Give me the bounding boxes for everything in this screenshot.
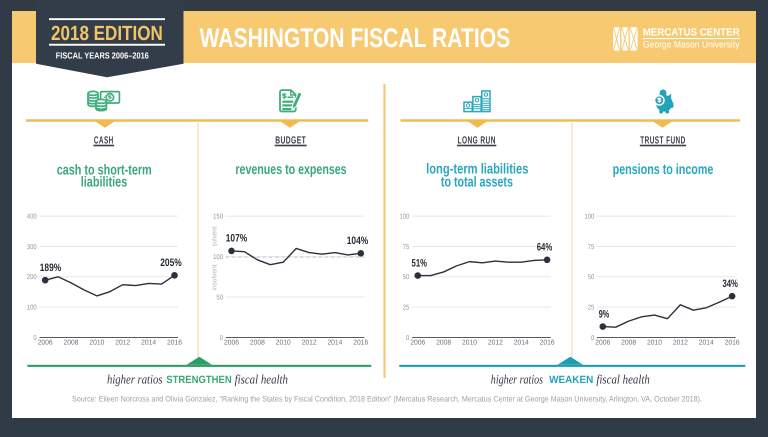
svg-text:fiscal health: fiscal health bbox=[235, 372, 288, 386]
svg-text:long-term liabilities: long-term liabilities bbox=[426, 161, 528, 177]
svg-text:to total assets: to total assets bbox=[441, 174, 513, 190]
svg-text:2010: 2010 bbox=[647, 340, 662, 347]
svg-text:2010: 2010 bbox=[276, 340, 291, 347]
svg-text:FISCAL YEARS 2006–2016: FISCAL YEARS 2006–2016 bbox=[56, 51, 149, 61]
svg-text:2010: 2010 bbox=[89, 340, 104, 347]
svg-text:2006: 2006 bbox=[595, 340, 610, 347]
svg-text:0: 0 bbox=[406, 335, 409, 342]
svg-text:200: 200 bbox=[27, 274, 37, 281]
svg-text:2012: 2012 bbox=[115, 340, 130, 347]
svg-text:higher ratios: higher ratios bbox=[107, 372, 163, 386]
svg-text:Source: Eileen Norcross and Ol: Source: Eileen Norcross and Olivia Gonza… bbox=[72, 394, 702, 403]
svg-text:75: 75 bbox=[403, 244, 410, 251]
svg-text:205%: 205% bbox=[160, 257, 182, 269]
svg-text:300: 300 bbox=[27, 244, 37, 251]
svg-text:pensions to income: pensions to income bbox=[613, 162, 714, 178]
svg-text:TRUST FUND: TRUST FUND bbox=[640, 136, 685, 147]
svg-text:2012: 2012 bbox=[488, 340, 503, 347]
svg-text:100: 100 bbox=[213, 254, 223, 261]
svg-text:9%: 9% bbox=[599, 308, 610, 320]
svg-text:150: 150 bbox=[213, 213, 223, 220]
svg-text:George Mason University: George Mason University bbox=[643, 39, 740, 49]
svg-text:2014: 2014 bbox=[514, 340, 529, 347]
svg-text:STRENGTHEN: STRENGTHEN bbox=[166, 374, 231, 386]
svg-text:400: 400 bbox=[27, 213, 37, 220]
svg-text:2016: 2016 bbox=[540, 340, 555, 347]
svg-text:50: 50 bbox=[216, 294, 223, 301]
svg-text:2008: 2008 bbox=[436, 340, 451, 347]
svg-text:104%: 104% bbox=[347, 235, 369, 247]
svg-text:2016: 2016 bbox=[725, 340, 740, 347]
svg-text:revenues to expenses: revenues to expenses bbox=[235, 162, 346, 178]
svg-text:2012: 2012 bbox=[302, 340, 317, 347]
svg-text:2008: 2008 bbox=[250, 340, 265, 347]
svg-text:cash to short-term: cash to short-term bbox=[57, 162, 152, 178]
svg-text:2010: 2010 bbox=[462, 340, 477, 347]
svg-text:2006: 2006 bbox=[38, 340, 53, 347]
svg-text:0: 0 bbox=[220, 335, 223, 342]
svg-text:higher ratios: higher ratios bbox=[491, 373, 543, 387]
svg-text:liabilities: liabilities bbox=[81, 175, 128, 191]
svg-text:0: 0 bbox=[591, 335, 594, 342]
svg-text:LONG RUN: LONG RUN bbox=[458, 136, 496, 147]
svg-text:2014: 2014 bbox=[141, 340, 156, 347]
svg-text:2006: 2006 bbox=[224, 340, 239, 347]
svg-text:2018 EDITION: 2018 EDITION bbox=[51, 22, 163, 45]
svg-text:fiscal health: fiscal health bbox=[596, 373, 649, 387]
svg-text:25: 25 bbox=[588, 304, 595, 311]
svg-text:2008: 2008 bbox=[64, 340, 79, 347]
svg-text:insolvent: insolvent bbox=[211, 264, 219, 290]
svg-text:50: 50 bbox=[588, 274, 595, 281]
svg-text:2014: 2014 bbox=[699, 340, 714, 347]
svg-text:BUDGET: BUDGET bbox=[275, 136, 306, 147]
svg-text:solvent: solvent bbox=[211, 226, 219, 246]
svg-text:50: 50 bbox=[403, 274, 410, 281]
svg-text:2008: 2008 bbox=[621, 340, 636, 347]
svg-text:107%: 107% bbox=[226, 233, 248, 245]
svg-text:2016: 2016 bbox=[167, 340, 182, 347]
svg-text:2014: 2014 bbox=[327, 340, 342, 347]
svg-text:25: 25 bbox=[403, 304, 410, 311]
svg-text:64%: 64% bbox=[537, 242, 553, 254]
svg-text:189%: 189% bbox=[40, 262, 62, 274]
svg-text:34%: 34% bbox=[722, 278, 738, 290]
svg-text:100: 100 bbox=[399, 213, 409, 220]
svg-text:2006: 2006 bbox=[410, 340, 425, 347]
svg-text:WEAKEN: WEAKEN bbox=[549, 374, 593, 386]
svg-text:2016: 2016 bbox=[353, 340, 368, 347]
svg-text:51%: 51% bbox=[412, 257, 428, 269]
svg-text:WASHINGTON FISCAL RATIOS: WASHINGTON FISCAL RATIOS bbox=[200, 23, 511, 53]
svg-text:2012: 2012 bbox=[673, 340, 688, 347]
svg-text:MERCATUS CENTER: MERCATUS CENTER bbox=[643, 28, 740, 39]
svg-text:75: 75 bbox=[588, 244, 595, 251]
svg-text:CASH: CASH bbox=[94, 136, 114, 147]
svg-text:100: 100 bbox=[27, 304, 37, 311]
svg-text:100: 100 bbox=[584, 213, 594, 220]
svg-text:0: 0 bbox=[33, 335, 36, 342]
